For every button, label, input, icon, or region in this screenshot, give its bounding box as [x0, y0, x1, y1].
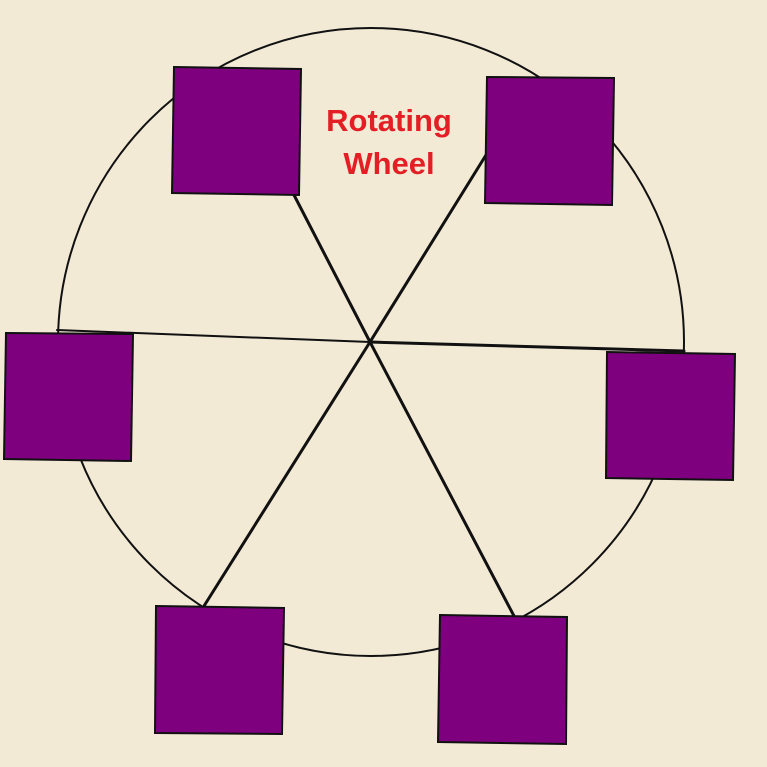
spoke-top-right — [368, 153, 488, 344]
car-left — [2, 331, 135, 463]
title-line-2: Wheel — [343, 146, 434, 181]
spoke-top-left — [292, 193, 372, 344]
spoke-bottom-left — [202, 340, 372, 608]
spokes — [56, 153, 686, 618]
car-right — [604, 350, 737, 482]
car-bottom-right — [436, 613, 569, 746]
spoke-bottom-right — [368, 340, 516, 618]
spoke-right — [368, 340, 686, 353]
title-line-1: Rotating — [326, 103, 452, 138]
car-top-right — [483, 75, 616, 207]
car-bottom-left — [153, 604, 286, 736]
cars — [2, 65, 737, 746]
spoke-left — [56, 329, 371, 343]
car-top-left — [170, 65, 303, 197]
